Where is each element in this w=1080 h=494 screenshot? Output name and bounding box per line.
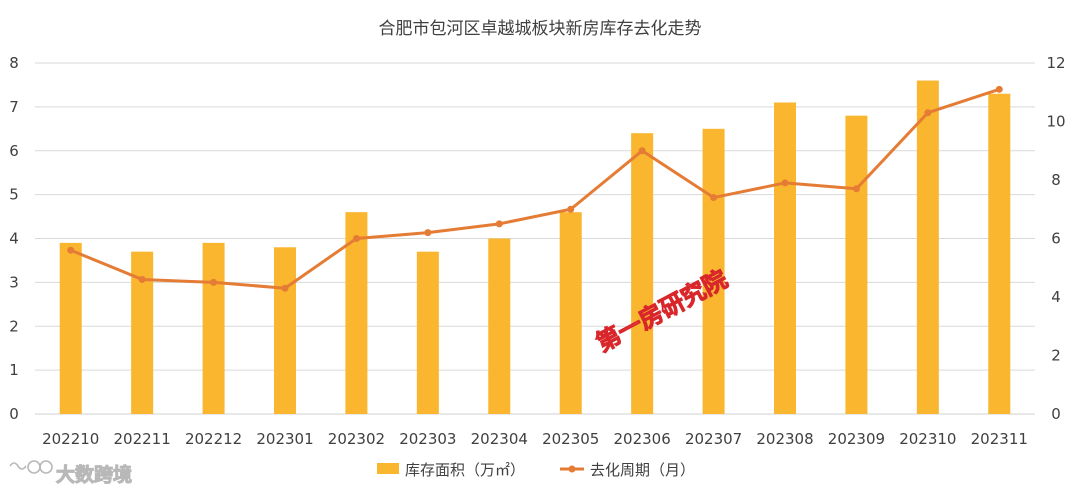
bar xyxy=(59,242,82,414)
x-tick-label: 202306 xyxy=(614,430,671,448)
right-axis-ticks: 0 2 4 6 8 10 12 xyxy=(1046,54,1065,423)
legend-label-line: 去化周期（月） xyxy=(590,461,695,479)
right-tick-label: 12 xyxy=(1046,54,1065,72)
bar xyxy=(488,238,511,414)
x-tick-label: 202212 xyxy=(185,430,242,448)
legend-swatch-bar xyxy=(377,463,399,474)
left-tick-label: 7 xyxy=(9,98,19,116)
line-point xyxy=(852,185,860,193)
bar xyxy=(631,133,654,414)
line-point xyxy=(710,194,718,202)
logo-icon xyxy=(9,460,53,474)
bar-series xyxy=(59,80,1011,415)
right-tick-label: 0 xyxy=(1051,405,1061,423)
line-point xyxy=(424,229,432,237)
x-tick-label: 202210 xyxy=(42,430,99,448)
line-point xyxy=(210,278,218,286)
legend-swatch-marker xyxy=(568,465,576,473)
bar xyxy=(274,247,296,414)
left-tick-label: 5 xyxy=(9,186,19,204)
bar xyxy=(345,212,368,414)
right-tick-label: 6 xyxy=(1051,230,1061,248)
right-tick-label: 2 xyxy=(1051,347,1061,365)
x-tick-label: 202307 xyxy=(685,430,742,448)
legend-label-bar: 库存面积（万㎡） xyxy=(405,461,525,479)
legend: 库存面积（万㎡） 去化周期（月） xyxy=(377,461,695,479)
line-series xyxy=(67,85,1003,292)
logo: 大数跨境 xyxy=(9,460,133,487)
line-point xyxy=(995,85,1003,93)
left-tick-label: 2 xyxy=(9,317,19,335)
right-tick-label: 8 xyxy=(1051,171,1061,189)
bar xyxy=(774,102,796,415)
left-tick-label: 3 xyxy=(9,273,19,291)
chart-title: 合肥市包河区卓越城板块新房库存去化走势 xyxy=(379,19,702,39)
right-tick-label: 10 xyxy=(1046,113,1065,131)
bar xyxy=(916,80,939,415)
line-point xyxy=(495,220,503,228)
right-tick-label: 4 xyxy=(1051,288,1061,306)
x-tick-label: 202211 xyxy=(114,430,171,448)
series-line xyxy=(70,87,1000,290)
bar xyxy=(702,128,725,414)
x-tick-label: 202308 xyxy=(756,430,813,448)
x-tick-label: 202310 xyxy=(899,430,956,448)
bar xyxy=(131,251,154,414)
line-point xyxy=(781,179,789,187)
left-tick-label: 8 xyxy=(9,54,19,72)
bar xyxy=(845,115,868,415)
line-point xyxy=(281,284,289,292)
left-tick-label: 6 xyxy=(9,142,19,160)
x-tick-label: 202305 xyxy=(542,430,599,448)
x-tick-label: 202309 xyxy=(828,430,885,448)
left-tick-label: 1 xyxy=(9,361,19,379)
x-tick-label: 202303 xyxy=(399,430,456,448)
x-axis-ticks: 202210 202211 202212 202301 202302 202303 2023… xyxy=(42,430,1028,448)
line-point xyxy=(138,275,146,283)
line-point xyxy=(567,205,575,213)
x-tick-label: 202302 xyxy=(328,430,385,448)
bar xyxy=(988,93,1011,415)
bar xyxy=(559,212,582,414)
logo-text: 大数跨境 xyxy=(56,463,132,486)
gridlines xyxy=(35,62,1035,415)
bar xyxy=(416,251,439,414)
x-tick-label: 202301 xyxy=(256,430,313,448)
line-point xyxy=(352,235,360,242)
left-tick-label: 0 xyxy=(9,405,19,423)
line-point xyxy=(67,246,75,254)
x-tick-label: 202311 xyxy=(971,430,1028,448)
x-tick-label: 202304 xyxy=(471,430,528,448)
line-point xyxy=(638,147,646,155)
left-axis-ticks: 0 1 2 3 4 5 6 7 8 xyxy=(9,54,19,423)
line-point xyxy=(924,109,932,117)
left-tick-label: 4 xyxy=(9,230,19,248)
bar xyxy=(202,242,225,414)
